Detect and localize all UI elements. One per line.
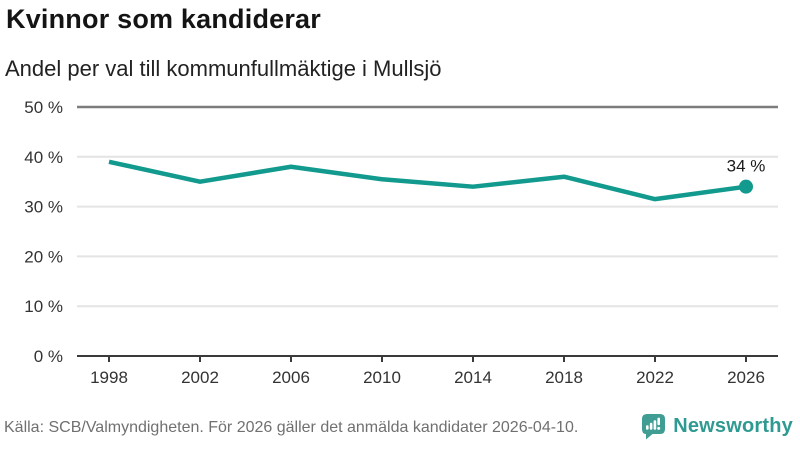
y-axis-tick-label: 0 % — [34, 347, 63, 366]
chart-title: Kvinnor som kandiderar — [6, 4, 321, 34]
newsworthy-logo: Newsworthy — [640, 412, 793, 440]
end-data-point — [739, 179, 753, 194]
newsworthy-logo-text: Newsworthy — [673, 414, 793, 437]
x-axis-tick-label: 2002 — [181, 368, 219, 387]
source-note: Källa: SCB/Valmyndigheten. För 2026 gäll… — [4, 419, 579, 436]
chart-subtitle: Andel per val till kommunfullmäktige i M… — [5, 56, 442, 81]
y-axis-tick-label: 10 % — [24, 297, 63, 316]
x-axis-tick-label: 1998 — [90, 368, 128, 387]
chart-footer: Källa: SCB/Valmyndigheten. För 2026 gäll… — [0, 412, 800, 450]
x-axis-tick-label: 2022 — [636, 368, 674, 387]
x-axis-tick-label: 2026 — [727, 368, 765, 387]
y-axis-tick-label: 40 % — [24, 148, 63, 167]
end-point-value-label: 34 % — [727, 157, 766, 176]
y-axis-tick-label: 20 % — [24, 247, 63, 266]
x-axis-tick-label: 2018 — [545, 368, 583, 387]
y-axis-tick-label: 30 % — [24, 198, 63, 217]
x-axis-tick-label: 2010 — [363, 368, 401, 387]
data-line — [108, 159, 747, 202]
line-chart: 0 % 10 % 20 % 30 % 40 % 50 % 1998 2002 2006 2010 2… — [24, 98, 778, 387]
y-axis-tick-label: 50 % — [24, 98, 63, 117]
x-axis-tick-label: 2006 — [272, 368, 310, 387]
x-axis-tick-label: 2014 — [454, 368, 492, 387]
newsworthy-logo-icon — [642, 413, 666, 439]
